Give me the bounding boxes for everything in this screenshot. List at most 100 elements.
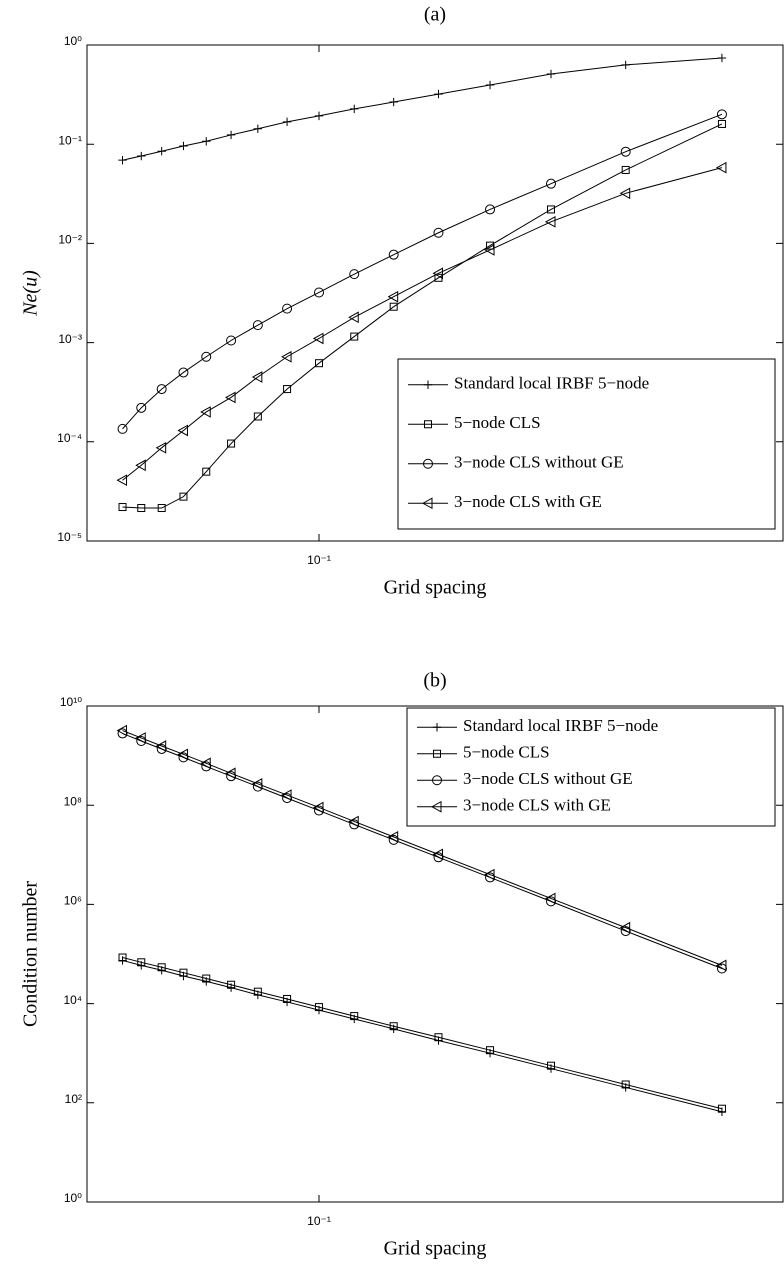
legend-label: 3−node CLS without GE [463,769,633,788]
marker-plus [350,104,359,114]
marker-square [389,302,398,311]
legend-marker [421,497,433,510]
marker-plus [485,80,495,90]
legend-label: Standard local IRBF 5−node [463,716,658,735]
marker-circle [433,227,444,238]
marker-triangle [135,732,146,744]
marker-plus [202,137,211,146]
marker-triangle [484,868,495,881]
y-tick-label: 10⁰ [64,34,82,48]
marker-square [717,1104,726,1113]
x-tick-label: 10⁻¹ [307,553,331,567]
marker-triangle [135,459,146,472]
marker-triangle [116,724,128,737]
marker-square [547,1061,555,1070]
marker-triangle [281,350,292,363]
marker-square [179,968,188,977]
y-tick-label: 10⁸ [64,794,82,808]
marker-square [137,958,146,967]
marker-triangle [155,441,167,454]
legend-marker [424,420,432,429]
marker-square [283,994,292,1003]
marker-triangle [387,831,399,843]
series-line [122,732,723,969]
marker-square [157,504,166,513]
y-tick-label: 10⁰ [64,1191,82,1205]
marker-triangle [251,371,263,383]
legend-label: 3−node CLS with GE [454,492,602,511]
marker-triangle [312,801,324,814]
marker-square [253,412,262,421]
marker-triangle [544,215,556,228]
marker-triangle [544,892,556,905]
marker-triangle [619,187,631,200]
series-line [122,113,723,430]
marker-plus [137,151,146,161]
marker-square [350,1012,359,1021]
marker-triangle [432,267,443,280]
legend-label: 3−node CLS with GE [463,796,611,815]
marker-plus [179,141,188,151]
marker-triangle [200,757,211,770]
y-tick-label: 10⁻⁵ [57,530,82,544]
marker-square [717,119,726,128]
x-axis-label: Grid spacing [384,577,487,599]
marker-plus [253,124,263,133]
marker-circle [156,384,167,395]
legend-marker [432,723,442,732]
marker-square [621,1080,630,1089]
series-line [122,57,722,161]
marker-circle [178,367,189,378]
legend-label: 5−node CLS [454,413,541,432]
marker-square [621,165,630,174]
legend-box [406,707,776,827]
marker-square [202,467,211,476]
marker-circle [546,178,556,189]
marker-circle [282,303,293,314]
legend-marker [430,800,442,813]
marker-circle [226,335,237,346]
marker-square [283,385,292,394]
y-tick-label: 10⁶ [64,894,82,908]
marker-plus [546,69,556,79]
marker-triangle [116,474,128,487]
marker-circle [314,287,324,298]
marker-triangle [177,424,188,437]
marker-plus [118,155,127,165]
marker-triangle [312,332,324,345]
chart-title: (b) [423,670,446,692]
marker-triangle [281,789,292,801]
marker-square [137,504,146,513]
y-tick-label: 10² [65,1092,82,1106]
y-tick-label: 10¹⁰ [60,695,82,709]
series-line [122,957,723,1110]
marker-square [227,980,236,989]
series-line [122,730,723,966]
legend-marker [423,380,433,389]
plot-frame [86,44,784,542]
marker-circle [620,146,631,157]
legend-marker [432,775,442,786]
marker-triangle [387,290,399,303]
marker-plus [282,117,292,127]
marker-triangle [432,848,443,861]
marker-square [315,1003,323,1012]
y-tick-label: 10⁻¹ [58,133,82,147]
marker-triangle [225,391,236,404]
y-axis-label: Ne(u) [20,270,42,317]
marker-triangle [348,815,359,828]
marker-square [179,492,188,501]
marker-circle [485,204,496,215]
marker-triangle [177,748,188,761]
marker-triangle [155,740,167,752]
legend-label: 5−node CLS [463,743,550,762]
marker-plus [157,147,166,156]
marker-triangle [348,311,359,324]
legend-marker [423,458,433,469]
marker-plus [226,130,236,140]
marker-square [227,439,236,448]
y-tick-label: 10⁻⁴ [57,431,82,445]
marker-triangle [200,406,211,418]
y-tick-label: 10⁻³ [58,332,82,346]
